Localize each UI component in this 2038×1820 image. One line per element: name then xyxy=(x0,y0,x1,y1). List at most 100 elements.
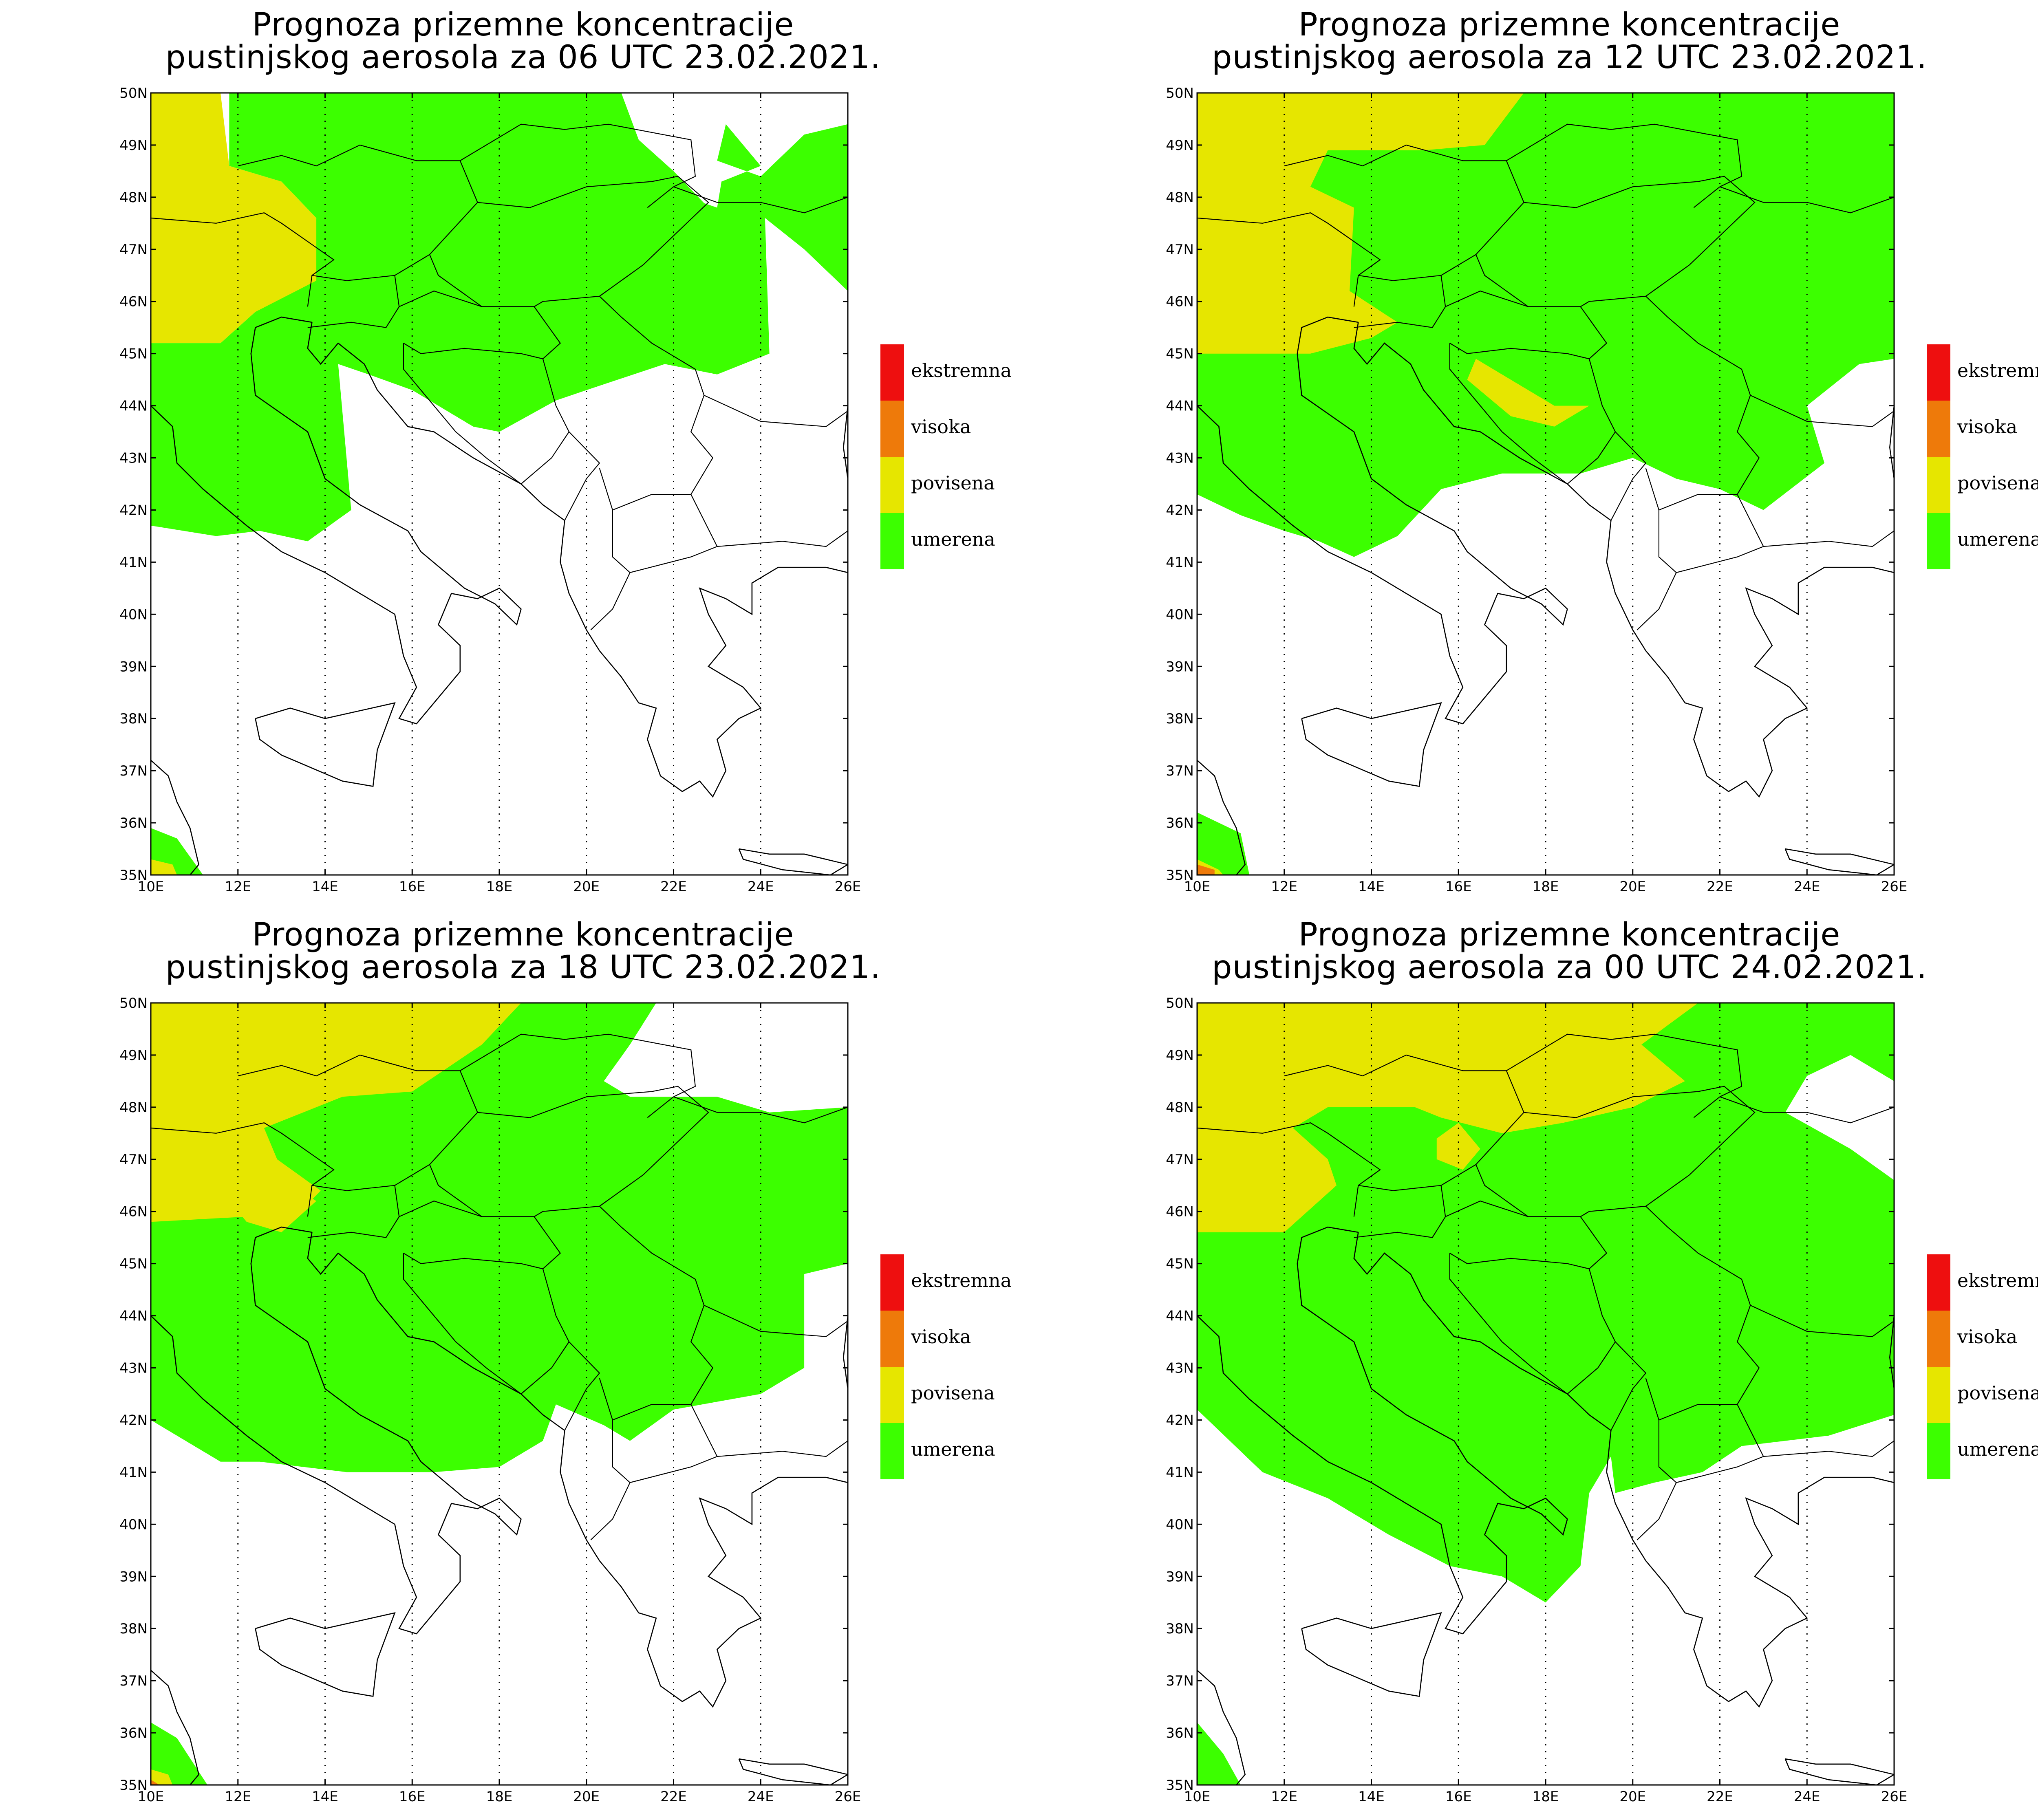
legend-label-visoka: visoka xyxy=(1957,1326,2017,1348)
lat-tick-label: 35N xyxy=(1166,1777,1194,1794)
coastline xyxy=(1889,1315,1894,1389)
country-border xyxy=(1750,1305,1894,1337)
lon-tick-label: 14E xyxy=(312,1789,338,1805)
concentration-area-povisena xyxy=(151,1769,173,1785)
concentration-area-umerena xyxy=(1197,1722,1241,1785)
lat-tick-label: 50N xyxy=(1166,85,1194,101)
lat-tick-label: 35N xyxy=(119,1777,148,1794)
legend-label-ekstremna: ekstremna xyxy=(911,1269,1012,1291)
lon-tick-label: 22E xyxy=(1707,1789,1733,1805)
legend-swatch-ekstremna xyxy=(1927,344,1950,401)
lat-tick-label: 44N xyxy=(119,1308,148,1324)
country-border xyxy=(673,186,848,214)
lat-tick-label: 47N xyxy=(1166,242,1194,258)
lat-tick-label: 47N xyxy=(119,1152,148,1168)
country-border xyxy=(564,431,600,521)
concentration-area-povisena xyxy=(1467,359,1589,427)
legend-swatch-povisena xyxy=(880,1367,904,1423)
title-line-2: pustinjskog aerosola za 12 UTC 23.02.202… xyxy=(1212,39,1927,76)
concentration-area-povisena xyxy=(1197,1003,1698,1232)
lat-tick-label: 38N xyxy=(119,1621,148,1637)
coastline xyxy=(255,1612,396,1697)
legend-swatch-povisena xyxy=(880,457,904,513)
legend-label-visoka: visoka xyxy=(911,1326,971,1348)
title-line-2: pustinjskog aerosola za 00 UTC 24.02.202… xyxy=(1212,949,1927,986)
lat-tick-label: 38N xyxy=(1166,711,1194,727)
legend-label-povisena: povisena xyxy=(1957,472,2038,494)
lat-tick-label: 49N xyxy=(1166,1047,1194,1064)
legend-label-umerena: umerena xyxy=(911,528,995,550)
lon-tick-label: 22E xyxy=(660,1789,687,1805)
country-border xyxy=(307,275,400,328)
country-border xyxy=(1506,1033,1742,1097)
country-border xyxy=(307,1185,400,1238)
lat-tick-label: 45N xyxy=(119,346,148,362)
lat-tick-label: 42N xyxy=(1166,1412,1194,1428)
lat-tick-label: 50N xyxy=(119,995,148,1011)
coastline xyxy=(1197,1226,1568,1635)
lat-tick-label: 39N xyxy=(119,1569,148,1585)
country-border xyxy=(647,186,674,208)
lat-tick-label: 41N xyxy=(119,554,148,571)
lon-tick-label: 18E xyxy=(1533,1789,1559,1805)
legend-label-umerena: umerena xyxy=(1957,1438,2038,1460)
coastline xyxy=(1197,1670,1246,1785)
lon-tick-label: 26E xyxy=(1881,879,1908,895)
lat-tick-label: 45N xyxy=(1166,346,1194,362)
legend-label-ekstremna: ekstremna xyxy=(1957,1269,2038,1291)
lat-tick-label: 40N xyxy=(119,1516,148,1533)
lon-tick-label: 18E xyxy=(486,879,513,895)
legend-swatch-visoka xyxy=(880,401,904,457)
lon-tick-label: 16E xyxy=(1445,1789,1472,1805)
lon-tick-label: 10E xyxy=(1184,879,1211,895)
lat-tick-label: 40N xyxy=(1166,1516,1194,1533)
lon-tick-label: 14E xyxy=(312,879,338,895)
lon-tick-label: 22E xyxy=(1707,879,1733,895)
lat-tick-label: 40N xyxy=(1166,606,1194,623)
country-border xyxy=(1610,1341,1647,1431)
coastline xyxy=(307,1232,848,1708)
lat-tick-label: 37N xyxy=(1166,763,1194,779)
lat-tick-label: 50N xyxy=(119,85,148,101)
legend-label-ekstremna: ekstremna xyxy=(911,359,1012,381)
legend-label-povisena: povisena xyxy=(911,472,995,494)
country-border xyxy=(1750,395,1894,427)
country-border xyxy=(1449,1253,1590,1269)
country-border xyxy=(403,1253,522,1395)
lat-tick-label: 37N xyxy=(119,763,148,779)
concentration-area-povisena xyxy=(238,1180,317,1232)
coastline xyxy=(1784,848,1894,875)
plot-area xyxy=(151,1003,848,1785)
legend-swatch-ekstremna xyxy=(880,344,904,401)
lon-tick-label: 26E xyxy=(1881,1789,1908,1805)
lat-tick-label: 48N xyxy=(119,189,148,206)
country-border xyxy=(399,1200,570,1395)
coastline xyxy=(151,760,200,875)
country-border xyxy=(704,395,848,427)
lon-tick-label: 18E xyxy=(1533,879,1559,895)
country-border xyxy=(460,123,696,187)
legend-label-visoka: visoka xyxy=(1957,416,2017,438)
legend-swatch-umerena xyxy=(880,1423,904,1479)
country-border xyxy=(1645,1206,1760,1421)
lat-tick-label: 36N xyxy=(1166,1725,1194,1741)
title-line-2: pustinjskog aerosola za 06 UTC 23.02.202… xyxy=(165,39,881,76)
title-line-1: Prognoza prizemne koncentracije xyxy=(252,917,794,953)
forecast-panel-2: Prognoza prizemne koncentracije pustinjs… xyxy=(1046,0,2038,910)
coastline xyxy=(738,1758,848,1785)
legend-swatch-visoka xyxy=(880,1311,904,1367)
legend-label-visoka: visoka xyxy=(911,416,971,438)
lon-tick-label: 14E xyxy=(1358,879,1385,895)
lat-tick-label: 44N xyxy=(1166,398,1194,414)
legend-swatch-visoka xyxy=(1927,401,1950,457)
lon-tick-label: 24E xyxy=(1794,879,1820,895)
concentration-area-visoka xyxy=(1197,864,1215,875)
lat-tick-label: 41N xyxy=(119,1464,148,1481)
legend-swatch-umerena xyxy=(1927,513,1950,569)
country-border xyxy=(1737,1404,1894,1457)
lon-tick-label: 10E xyxy=(138,1789,164,1805)
legend-swatch-ekstremna xyxy=(880,1254,904,1311)
lat-tick-label: 45N xyxy=(119,1256,148,1272)
lon-tick-label: 16E xyxy=(399,879,426,895)
lon-tick-label: 24E xyxy=(1794,1789,1820,1805)
